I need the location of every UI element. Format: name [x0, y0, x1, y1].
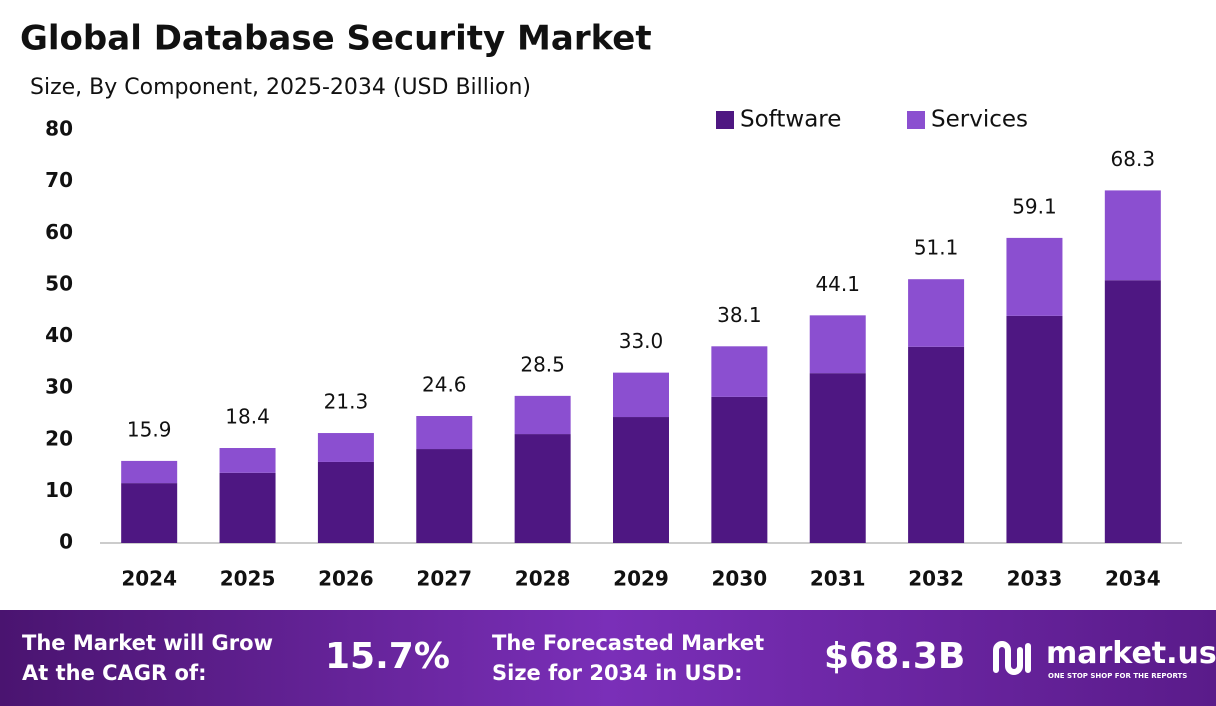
bar-segment [1104, 280, 1161, 543]
chart: Global Database Security Market Size, By… [20, 19, 1182, 591]
bar-segment [219, 472, 276, 543]
cagr-value: 15.7% [325, 636, 450, 677]
bar-segment [908, 279, 965, 347]
brand: market.us [1046, 636, 1216, 671]
y-tick-label: 20 [45, 426, 73, 450]
bar-segment [317, 461, 374, 543]
total-label: 21.3 [324, 390, 369, 414]
y-tick-label: 30 [45, 375, 73, 399]
bar-segment [416, 416, 473, 450]
legend-label: Software [740, 107, 841, 133]
total-label: 28.5 [520, 352, 565, 376]
total-label: 68.3 [1111, 147, 1156, 171]
cagr-text: The Market will Grow At the CAGR of: [22, 628, 273, 688]
chart-subtitle: Size, By Component, 2025-2034 (USD Billi… [30, 75, 531, 100]
bar-segment [219, 448, 276, 473]
x-tick-label: 2030 [712, 567, 768, 591]
x-tick-label: 2028 [515, 567, 571, 591]
footer: The Market will Grow At the CAGR of: 15.7… [0, 610, 1216, 706]
total-label: 15.9 [127, 417, 172, 441]
bar-segment [809, 315, 866, 374]
chart-title: Global Database Security Market [20, 19, 652, 59]
x-tick-label: 2029 [613, 567, 669, 591]
total-label: 51.1 [914, 236, 959, 260]
y-tick-label: 0 [59, 530, 73, 554]
bar-segment [711, 396, 768, 543]
x-tick-label: 2025 [220, 567, 276, 591]
bar-segment [1006, 315, 1063, 543]
total-label: 59.1 [1012, 194, 1057, 218]
x-tick-label: 2027 [416, 567, 472, 591]
y-tick-label: 40 [45, 323, 73, 347]
text-line: Size for 2034 in USD: [492, 661, 743, 685]
total-label: 18.4 [225, 405, 270, 429]
bar-segment [613, 417, 669, 543]
total-label: 24.6 [422, 373, 467, 397]
bar-segment [711, 346, 768, 397]
x-tick-label: 2032 [908, 567, 964, 591]
total-label: 33.0 [619, 329, 664, 353]
legend-swatch [907, 111, 925, 129]
bar-segment [1104, 190, 1161, 281]
forecast-value: $68.3B [824, 636, 966, 677]
bar-segment [121, 483, 178, 543]
bar-segment [514, 434, 571, 543]
legend-label: Services [931, 107, 1028, 133]
x-tick-label: 2024 [121, 567, 177, 591]
bar-segment [809, 373, 866, 543]
text-line: At the CAGR of: [22, 661, 207, 685]
brand-logo [993, 641, 1031, 675]
text-line: The Market will Grow [22, 631, 273, 655]
text-line: The Forecasted Market [492, 631, 765, 655]
y-tick-label: 80 [45, 117, 73, 141]
bar-segment [1006, 237, 1063, 316]
x-tick-label: 2034 [1105, 567, 1161, 591]
bar-segment [908, 346, 965, 543]
y-tick-label: 10 [45, 478, 73, 502]
bar-segment [613, 372, 669, 418]
bar-segment [121, 460, 178, 484]
tagline: ONE STOP SHOP FOR THE REPORTS [1048, 672, 1188, 680]
y-tick-label: 60 [45, 220, 73, 244]
bar-segment [317, 433, 374, 462]
bar-segment [416, 449, 473, 543]
total-label: 38.1 [717, 303, 762, 327]
total-label: 44.1 [815, 272, 860, 296]
y-tick-label: 50 [45, 271, 73, 295]
bar-segment [514, 395, 571, 435]
forecast-text: The Forecasted Market Size for 2034 in US… [492, 628, 764, 688]
x-tick-label: 2031 [810, 567, 866, 591]
x-tick-label: 2033 [1007, 567, 1063, 591]
legend-swatch [716, 111, 734, 129]
x-tick-label: 2026 [318, 567, 374, 591]
y-tick-label: 70 [45, 168, 73, 192]
